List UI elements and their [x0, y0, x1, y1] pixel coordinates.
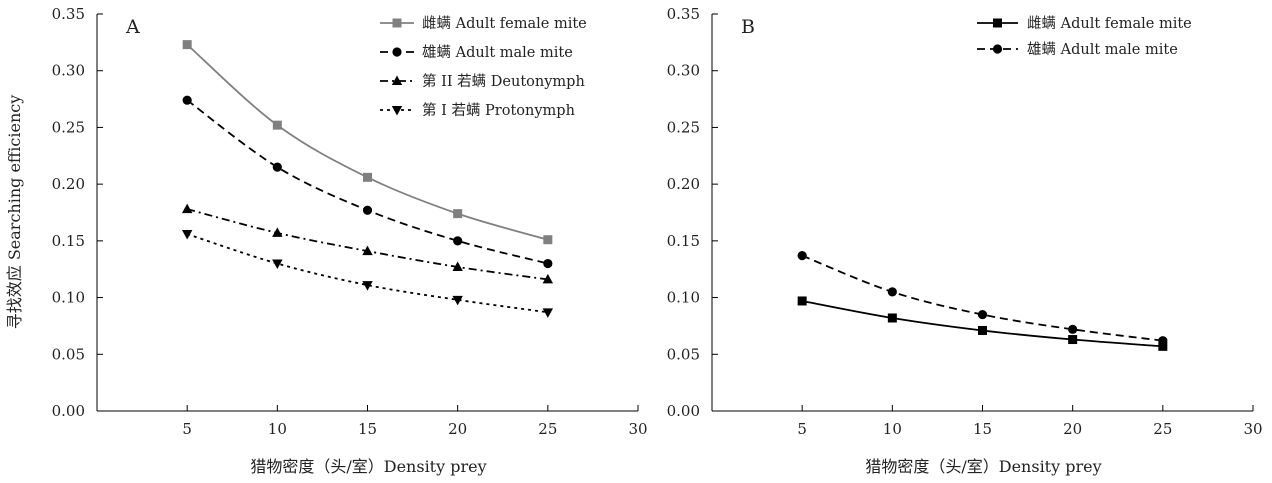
x-tick-label: 15 — [973, 420, 992, 438]
y-tick-label: 0.20 — [52, 175, 85, 193]
legend-label: 第 I 若螨 Protonymph — [422, 101, 575, 119]
data-point — [362, 245, 373, 256]
series-1 — [797, 251, 1168, 346]
data-point — [363, 172, 372, 182]
legend-label: 第 II 若螨 Deutonymph — [422, 72, 585, 90]
x-tick-label: 15 — [358, 420, 377, 438]
panel-label: B — [741, 16, 755, 38]
y-tick-label: 0.25 — [667, 118, 700, 136]
data-point — [452, 295, 463, 306]
panel-label: A — [125, 16, 140, 38]
data-point — [272, 162, 282, 172]
data-point — [452, 261, 463, 271]
legend-marker — [993, 18, 1002, 28]
series-line — [801, 254, 1163, 342]
legend-marker — [392, 47, 402, 57]
legend-label: 雄螨 Adult male mite — [422, 44, 573, 61]
data-point — [1158, 336, 1168, 346]
data-point — [1068, 335, 1078, 345]
panel-b: 0.00 0.05 0.10 0.15 0.20 0.25 0.30 0.35 5 10 15 20 2… — [667, 5, 1263, 476]
legend-marker — [391, 75, 403, 85]
y-tick-label: 0.15 — [52, 232, 85, 250]
panel-a: 0.00 0.05 0.10 0.15 0.20 0.25 0.30 0.35 5 10 15 20 2… — [52, 5, 648, 476]
data-point — [542, 273, 554, 284]
x-tick-label: 30 — [1243, 420, 1262, 438]
y-tick-label: 0.00 — [52, 402, 85, 420]
legend-entry: 雌螨 Adult female mite — [380, 15, 587, 32]
data-point — [978, 325, 987, 335]
legend-marker — [992, 44, 1003, 54]
x-tick-label: 5 — [797, 420, 807, 438]
legend-label: 雌螨 Adult female mite — [422, 15, 587, 32]
series-line — [186, 208, 548, 281]
data-point — [543, 235, 553, 245]
data-point — [543, 258, 553, 269]
y-tick-label: 0.30 — [667, 62, 700, 80]
x-tick-label: 10 — [268, 420, 287, 438]
legend-marker — [392, 18, 402, 28]
data-point — [182, 40, 192, 50]
x-axis-title: 猎物密度（头/室）Density prey — [865, 457, 1101, 476]
legend-entry: 第 II 若螨 Deutonymph — [380, 72, 585, 90]
data-point — [887, 287, 897, 297]
data-point — [887, 313, 897, 323]
data-point — [453, 209, 463, 219]
y-tick-label: 0.35 — [667, 5, 700, 23]
y-tick-label: 0.30 — [52, 62, 85, 80]
legend-marker — [391, 106, 403, 116]
series-line — [802, 300, 1163, 348]
data-point — [272, 259, 283, 270]
x-tick-label: 20 — [1063, 420, 1082, 438]
series-3 — [181, 230, 554, 318]
data-point — [1158, 341, 1168, 351]
x-tick-label: 20 — [448, 420, 467, 438]
legend-label: 雌螨 Adult female mite — [1027, 15, 1192, 32]
y-tick-label: 0.10 — [667, 289, 700, 307]
data-point — [272, 227, 283, 237]
series-line — [186, 99, 549, 265]
data-point — [977, 309, 988, 320]
x-tick-label: 25 — [1153, 420, 1172, 438]
data-point — [181, 203, 193, 214]
x-tick-label: 10 — [883, 420, 902, 438]
y-tick-label: 0.35 — [52, 5, 85, 23]
y-tick-label: 0.05 — [52, 345, 85, 363]
series-line — [186, 233, 548, 314]
legend-entry: 雌螨 Adult female mite — [977, 15, 1192, 32]
y-tick-label: 0.00 — [667, 402, 700, 420]
x-tick-label: 25 — [538, 420, 557, 438]
x-axis-title: 猎物密度（头/室）Density prey — [250, 457, 486, 476]
legend-label: 雄螨 Adult male mite — [1027, 41, 1178, 58]
y-tick-label: 0.15 — [667, 232, 700, 250]
y-tick-label: 0.05 — [667, 345, 700, 363]
series-0 — [182, 40, 553, 245]
legend-entry: 雄螨 Adult male mite — [977, 41, 1178, 58]
data-point — [453, 236, 463, 246]
y-tick-label: 0.20 — [667, 175, 700, 193]
data-point — [362, 281, 373, 291]
data-point — [797, 296, 807, 306]
series-2 — [181, 203, 554, 284]
data-point — [362, 205, 373, 215]
x-tick-label: 5 — [182, 420, 192, 438]
data-point — [272, 120, 282, 130]
series-0 — [797, 296, 1168, 351]
series-1 — [182, 95, 553, 269]
data-point — [797, 251, 807, 261]
data-point — [182, 95, 192, 105]
legend-entry: 第 I 若螨 Protonymph — [380, 101, 575, 119]
data-point — [181, 230, 193, 240]
y-tick-label: 0.10 — [52, 289, 85, 307]
shared-y-axis-title: 寻找效应 Searching efficiency — [5, 95, 24, 330]
y-tick-label: 0.25 — [52, 118, 85, 136]
data-point — [542, 308, 554, 318]
x-tick-label: 30 — [628, 420, 647, 438]
legend-entry: 雄螨 Adult male mite — [380, 44, 573, 61]
data-point — [1068, 324, 1078, 334]
